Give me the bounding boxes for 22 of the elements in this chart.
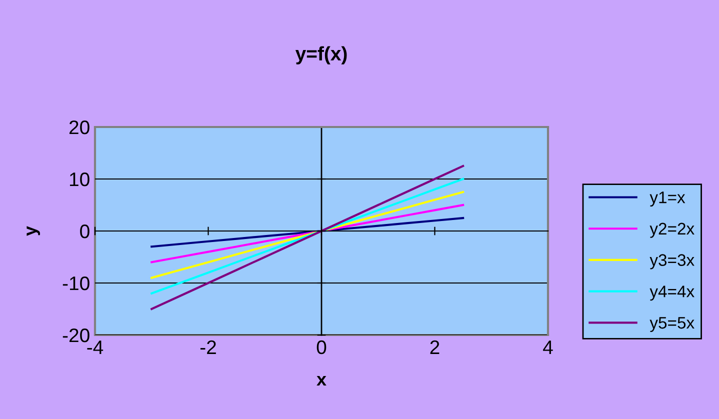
x-tick-label: 2 <box>430 340 440 354</box>
legend-label: y4=4x <box>650 286 694 301</box>
x-tick-label: -2 <box>200 340 216 354</box>
legend-label: y2=2x <box>650 222 694 238</box>
legend-label: y1=x <box>650 192 686 207</box>
chart-title: y=f(x) <box>295 46 347 64</box>
y-tick-label: 20 <box>69 120 90 134</box>
x-tick-label: 0 <box>316 340 326 354</box>
x-tick-label: 4 <box>543 340 553 354</box>
y-axis-title: y <box>26 226 40 236</box>
y-tick-label: -10 <box>62 276 90 290</box>
line-series <box>150 204 464 264</box>
y-tick-label: -20 <box>62 328 90 342</box>
y-tick-label: 10 <box>70 172 90 186</box>
legend-label: y3=3x <box>650 254 694 270</box>
y-tick-label: 0 <box>80 224 90 238</box>
line-series <box>150 178 464 294</box>
legend-label: y5=5x <box>650 317 694 332</box>
x-axis-title: x <box>316 376 326 386</box>
line-series <box>150 190 464 279</box>
line-series <box>150 164 464 310</box>
x-tick-label: -4 <box>87 340 104 354</box>
